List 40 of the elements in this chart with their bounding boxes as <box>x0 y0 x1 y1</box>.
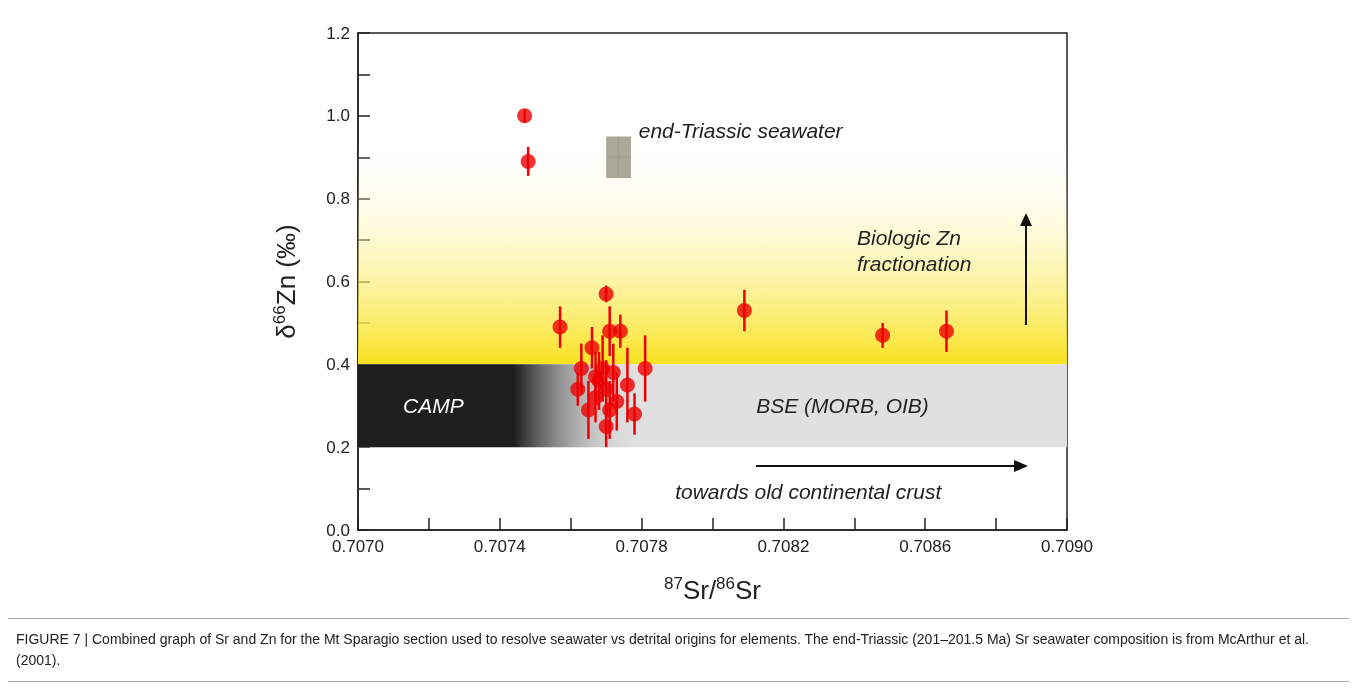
point <box>598 286 614 302</box>
y-tick-label: 0.6 <box>326 272 350 291</box>
y-tick-label: 1.0 <box>326 106 350 126</box>
band-label: BSE (MORB, OIB) <box>756 394 929 418</box>
x-tick-label: 0.7090 <box>1041 537 1093 556</box>
point <box>570 381 586 397</box>
band-label: CAMP <box>403 394 464 418</box>
point <box>517 108 533 124</box>
point <box>875 327 891 343</box>
point <box>520 153 536 169</box>
point <box>612 323 628 339</box>
y-tick-label: 0.8 <box>326 189 350 209</box>
x-tick-label: 0.7074 <box>473 537 526 556</box>
point <box>619 377 635 393</box>
point <box>938 323 954 339</box>
point <box>584 340 600 356</box>
point <box>588 389 604 405</box>
x-tick-label: 0.7070 <box>332 537 384 556</box>
y-tick-label: 0.2 <box>326 437 350 457</box>
point <box>627 406 643 422</box>
x-tick-label: 0.7082 <box>757 537 810 556</box>
point <box>580 402 596 418</box>
band-label: Biologic Zn fractionation <box>857 225 972 275</box>
point <box>598 381 614 397</box>
point <box>598 418 614 434</box>
y-tick-label: 1.2 <box>326 23 350 43</box>
point <box>736 303 752 318</box>
point <box>602 402 618 418</box>
annotation: end-Triassic seawater <box>638 118 844 142</box>
y-tick-label: 0.0 <box>326 520 350 540</box>
x-tick-label: 0.7086 <box>899 537 952 556</box>
y-axis-title: δ66Zn (‰) <box>270 224 301 339</box>
y-tick-label: 0.4 <box>326 354 350 374</box>
point <box>573 360 589 376</box>
point <box>552 319 568 335</box>
point <box>605 365 621 381</box>
annotation: towards old continental crust <box>675 480 943 504</box>
caption: FIGURE 7 | Combined graph of Sr and Zn for the Mt Sparagio section used to resolve seawater vs detrital origins for elements. The end-Triassic (201–201.5 Ma) Sr seawater composition is from McArthur et al. (2001). <box>8 618 1349 682</box>
x-tick-label: 0.7078 <box>615 537 668 556</box>
point <box>637 360 653 376</box>
